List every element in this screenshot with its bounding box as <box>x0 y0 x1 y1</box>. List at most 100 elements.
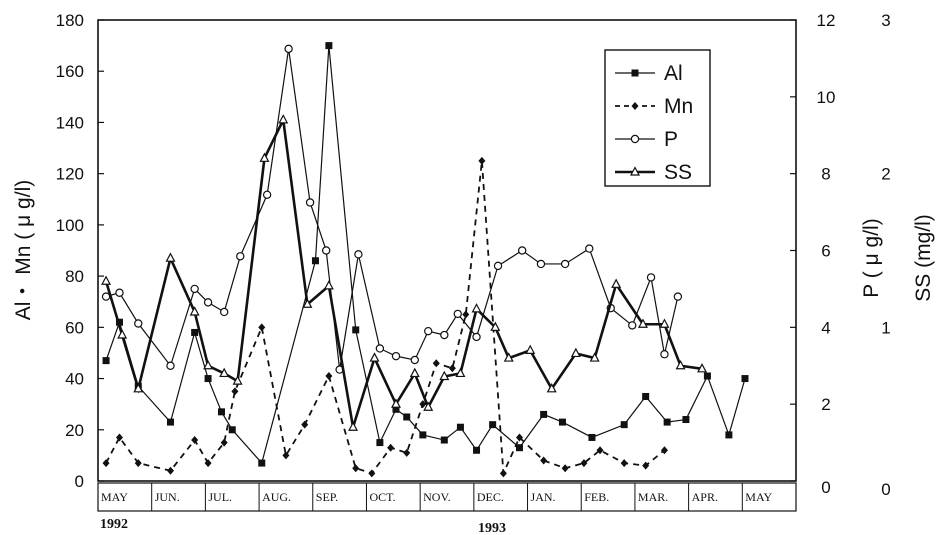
data-point-mn <box>448 364 456 373</box>
legend-marker-p <box>630 134 640 144</box>
data-point-mn <box>403 448 411 457</box>
month-label: OCT. <box>369 490 395 504</box>
data-point-p <box>391 351 401 361</box>
data-point-ss <box>525 344 536 354</box>
data-point-ss <box>117 329 128 339</box>
ss-tick-label: 1 <box>881 318 890 337</box>
left-tick-label: 120 <box>56 165 84 184</box>
p-tick-label: 12 <box>817 11 836 30</box>
data-point-mn <box>204 459 212 468</box>
ss-tick-label: 3 <box>881 11 890 30</box>
series-line-mn <box>105 160 666 475</box>
data-point-al <box>725 431 733 439</box>
data-point-p <box>424 326 433 336</box>
data-point-ss <box>423 401 434 411</box>
data-point-p <box>134 319 143 328</box>
left-tick-label: 100 <box>56 216 84 235</box>
data-point-ss <box>189 306 200 316</box>
data-point-mn <box>325 371 333 380</box>
legend-marker-mn <box>631 102 639 110</box>
ss-axis-ticks: 0 1 2 3 <box>881 11 890 499</box>
month-label: DEC. <box>477 490 504 504</box>
ss-axis-title: SS (mg/l) <box>912 214 935 302</box>
data-point-ss <box>232 375 243 385</box>
data-point-mn <box>134 459 142 468</box>
left-tick-label: 160 <box>56 62 84 81</box>
data-point-al <box>392 405 400 413</box>
data-point-mn <box>515 433 523 442</box>
legend-layer: Al Mn P SS <box>615 62 693 184</box>
data-point-ss <box>611 278 622 288</box>
data-point-al <box>102 357 110 365</box>
year-label-1992: 1992 <box>100 517 128 532</box>
series-layer <box>101 42 749 478</box>
data-point-al <box>540 410 548 418</box>
data-point-ss <box>659 318 670 328</box>
left-axis-ticks: 0 20 40 60 80 100 120 140 160 180 <box>56 11 104 491</box>
left-tick-label: 60 <box>65 318 84 337</box>
month-label: APR. <box>692 490 718 504</box>
data-point-p <box>472 332 481 342</box>
data-point-al <box>352 326 360 334</box>
data-point-p <box>410 355 419 365</box>
data-point-p <box>646 273 656 282</box>
data-point-p <box>673 292 683 301</box>
data-point-p <box>375 344 385 353</box>
data-point-ss <box>203 359 214 370</box>
month-labels: MAY JUN. JUL. AUG. SEP. OCT. NOV. DEC. JAN. FEB. M… <box>101 490 773 504</box>
data-point-ss <box>259 152 270 162</box>
ss-tick-label: 0 <box>881 480 890 499</box>
data-point-mn <box>642 461 650 470</box>
data-point-al <box>440 436 448 444</box>
data-point-al <box>642 392 650 400</box>
data-point-ss <box>348 421 359 431</box>
data-point-ss <box>390 398 401 408</box>
p-tick-label: 10 <box>817 88 836 107</box>
data-point-p <box>493 261 503 271</box>
data-point-al <box>456 423 464 431</box>
data-point-p <box>284 44 293 54</box>
legend-marker-al <box>631 69 639 77</box>
data-point-p <box>203 298 213 307</box>
left-tick-label: 180 <box>56 11 84 30</box>
data-point-p <box>219 307 229 317</box>
data-point-mn <box>102 459 110 468</box>
month-label: AUG. <box>262 490 291 504</box>
month-label: JAN. <box>531 490 556 504</box>
data-point-al <box>403 413 411 421</box>
data-point-p <box>517 246 527 255</box>
data-point-p <box>585 244 594 253</box>
data-point-mn <box>166 466 174 475</box>
data-point-al <box>217 408 225 416</box>
data-point-al <box>419 431 427 439</box>
p-tick-label: 0 <box>821 478 830 497</box>
legend-label-ss: SS <box>664 161 692 184</box>
data-point-mn <box>478 156 486 165</box>
data-point-al <box>489 421 497 429</box>
data-point-ss <box>546 383 557 393</box>
data-point-al <box>228 426 236 434</box>
data-point-mn <box>301 420 309 429</box>
data-point-ss <box>637 318 648 328</box>
left-tick-label: 140 <box>56 113 84 132</box>
data-point-ss <box>697 363 708 373</box>
data-point-mn <box>596 446 604 455</box>
ss-tick-label: 2 <box>881 165 890 184</box>
data-point-mn <box>220 438 228 447</box>
year-label-1993: 1993 <box>478 521 506 535</box>
data-point-mn <box>620 459 628 468</box>
data-point-al <box>515 444 523 452</box>
data-point-al <box>166 418 174 426</box>
data-point-mn <box>499 469 507 478</box>
data-point-mn <box>258 323 266 332</box>
data-point-mn <box>387 443 395 452</box>
data-point-al <box>741 375 749 383</box>
month-label: MAY <box>101 490 128 504</box>
data-point-p <box>236 252 245 261</box>
legend-box <box>604 49 711 187</box>
data-point-mn <box>580 459 588 468</box>
data-point-mn <box>282 451 290 460</box>
p-axis-ticks: 0 2 4 6 8 10 12 <box>790 11 835 497</box>
data-point-p <box>660 350 669 359</box>
